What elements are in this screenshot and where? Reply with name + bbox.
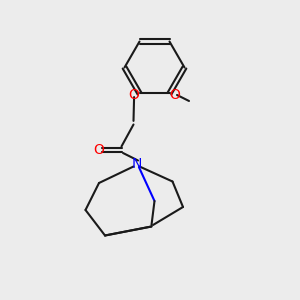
Text: O: O (169, 88, 180, 102)
Text: O: O (93, 143, 104, 157)
Text: O: O (129, 88, 140, 102)
Text: N: N (131, 157, 142, 170)
